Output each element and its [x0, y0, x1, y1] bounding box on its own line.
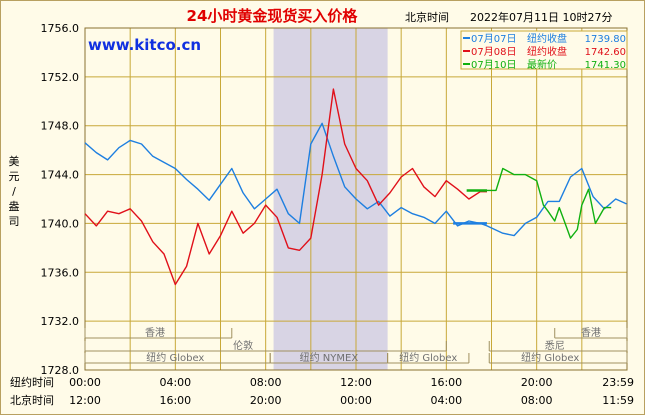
- legend-box: [460, 30, 628, 70]
- x-tick-label-row2: 11:59: [602, 394, 634, 407]
- legend-value: 1741.30: [585, 60, 626, 71]
- x-tick-label-row2: 04:00: [430, 394, 462, 407]
- x-tick-label-row2: 16:00: [159, 394, 191, 407]
- chart-title: 24小时黄金现货买入价格: [187, 7, 359, 25]
- y-axis-label-1: 美: [9, 155, 20, 168]
- x-tick-label-row2: 08:00: [521, 394, 553, 407]
- watermark-url: www.kitco.cn: [88, 36, 201, 54]
- y-axis-label-3: /: [12, 185, 16, 198]
- x-tick-label-row1: 12:00: [340, 376, 372, 389]
- x-tick-label-row2: 20:00: [250, 394, 282, 407]
- y-tick-label: 1756.0: [41, 22, 80, 35]
- plot-border: [84, 27, 628, 371]
- session-label: 纽约 Globex: [146, 351, 204, 364]
- timestamp: 2022年07月11日 10时27分: [470, 10, 612, 24]
- y-tick-label: 1740.0: [41, 217, 80, 230]
- series-line-2: [84, 88, 487, 286]
- nymex-highlight-band: [273, 28, 388, 370]
- session-label: 纽约 Globex: [521, 351, 579, 364]
- y-axis-label-2: 元: [9, 170, 20, 183]
- session-label: 纽约 Globex: [399, 351, 457, 364]
- x-tick-label-row1: 04:00: [159, 376, 191, 389]
- y-tick-label: 1748.0: [41, 120, 80, 133]
- x-tick-label-row2: 00:00: [340, 394, 372, 407]
- legend-desc: 纽约收盘: [527, 32, 567, 45]
- y-tick-label: 1728.0: [41, 364, 80, 377]
- legend-date: 07月10日: [471, 59, 516, 71]
- series-line-1: [84, 122, 627, 237]
- timezone-label: 北京时间: [405, 10, 449, 24]
- y-tick-label: 1736.0: [41, 266, 80, 279]
- legend-date: 07月07日: [471, 33, 516, 45]
- x-tick-label-row1: 20:00: [521, 376, 553, 389]
- y-tick-label: 1732.0: [41, 315, 80, 328]
- legend-desc: 纽约收盘: [527, 45, 567, 58]
- legend-date: 07月08日: [471, 46, 516, 58]
- x-tick-label-row1: 08:00: [250, 376, 282, 389]
- legend-desc: 最新价: [527, 58, 557, 71]
- session-label: 纽约 NYMEX: [300, 351, 359, 364]
- session-label: 香港: [145, 327, 165, 339]
- x-tick-label-row1: 23:59: [602, 376, 634, 389]
- x-tick-label-row2: 12:00: [69, 394, 101, 407]
- y-axis-label-4: 盎: [9, 199, 20, 213]
- series-line-3: [487, 167, 612, 239]
- y-tick-label: 1752.0: [41, 71, 80, 84]
- legend: 07月07日 纽约收盘 1739.80 07月08日 纽约收盘 1742.60 07月10日…: [460, 30, 628, 71]
- session-label: 悉尼: [545, 340, 565, 352]
- session-label: 香港: [581, 327, 601, 339]
- row2-axis-label: 北京时间: [10, 393, 54, 407]
- legend-value: 1739.80: [585, 34, 626, 45]
- row1-axis-label: 纽约时间: [10, 375, 54, 389]
- y-tick-label: 1744.0: [41, 169, 80, 182]
- x-tick-label-row1: 16:00: [430, 376, 462, 389]
- session-label: 伦敦: [233, 339, 253, 352]
- y-axis-label-5: 司: [9, 215, 20, 228]
- x-tick-label-row1: 00:00: [69, 376, 101, 389]
- legend-value: 1742.60: [585, 47, 626, 58]
